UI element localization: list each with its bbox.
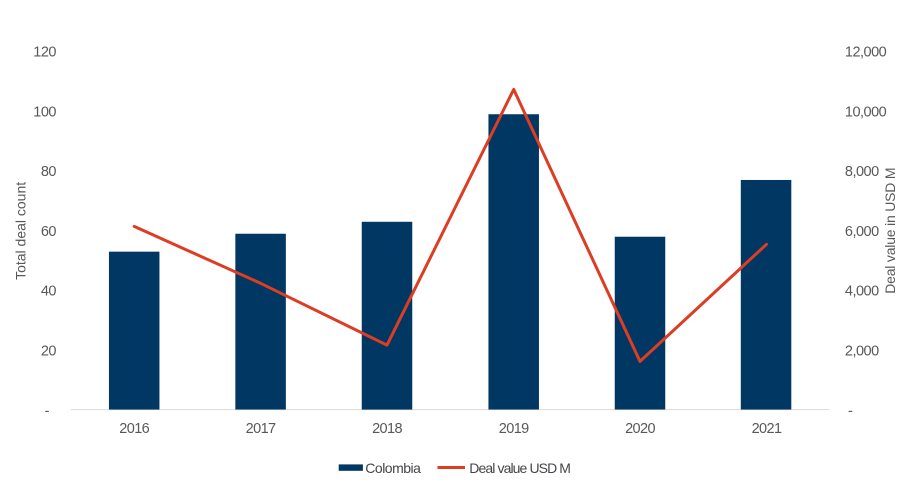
svg-text:2016: 2016 [119,421,149,437]
svg-text:2018: 2018 [372,421,402,437]
svg-text:60: 60 [41,224,57,240]
svg-text:2,000: 2,000 [845,343,879,359]
svg-text:100: 100 [33,104,56,120]
svg-text:20: 20 [41,343,57,359]
svg-text:Deal value in USD M: Deal value in USD M [882,168,898,294]
svg-text:80: 80 [41,164,57,180]
svg-text:Colombia: Colombia [365,460,421,476]
svg-text:2020: 2020 [625,421,655,437]
svg-text:-: - [848,403,853,419]
svg-text:40: 40 [41,284,57,300]
svg-text:-: - [45,403,50,419]
svg-text:2017: 2017 [246,421,276,437]
svg-text:120: 120 [33,45,56,61]
svg-text:8,000: 8,000 [845,164,879,180]
svg-text:6,000: 6,000 [845,224,879,240]
svg-text:4,000: 4,000 [845,284,879,300]
svg-text:2021: 2021 [752,421,782,437]
svg-text:10,000: 10,000 [845,104,887,120]
svg-text:2019: 2019 [499,421,529,437]
svg-text:Total deal count: Total deal count [12,182,28,280]
svg-text:12,000: 12,000 [845,45,887,61]
svg-text:Deal value USD M: Deal value USD M [469,460,570,476]
